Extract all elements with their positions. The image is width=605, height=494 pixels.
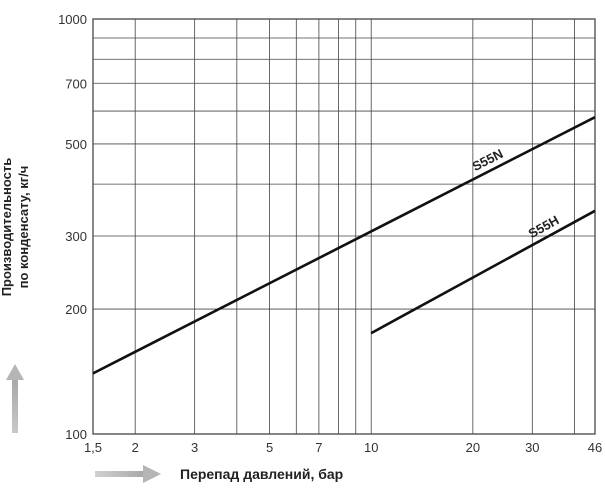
x-tick-label: 3: [191, 440, 198, 455]
series-line-s55h: [370, 209, 596, 335]
x-tick-labels: 1,5 2 3 5 7 10 20 30 46: [84, 440, 602, 455]
x-tick-label: 1,5: [84, 440, 102, 455]
y-tick-label: 1000: [58, 12, 87, 27]
y-tick-labels: 100 200 300 500 700 1000: [58, 12, 87, 442]
series-label-s55n: S55N: [470, 146, 506, 174]
y-axis-label: Производительность по конденсату, кг/ч: [0, 77, 32, 377]
y-axis-arrow-icon: [6, 364, 24, 433]
x-tick-label: 30: [525, 440, 539, 455]
x-gridlines: [92, 19, 596, 434]
x-tick-label: 2: [132, 440, 139, 455]
plot-frame: [92, 18, 596, 435]
x-tick-label: 10: [364, 440, 378, 455]
x-axis-arrow-icon: [95, 465, 161, 483]
series-line-s55n: [92, 116, 596, 375]
y-tick-label: 700: [65, 76, 87, 91]
y-tick-label: 500: [65, 137, 87, 152]
x-tick-label: 7: [315, 440, 322, 455]
x-tick-label: 20: [466, 440, 480, 455]
x-tick-label: 5: [266, 440, 273, 455]
series-labels: S55N S55H: [470, 146, 562, 241]
y-tick-label: 200: [65, 302, 87, 317]
y-tick-label: 100: [65, 427, 87, 442]
series-layer: [92, 116, 596, 375]
y-gridlines: [93, 18, 595, 435]
y-tick-label: 300: [65, 229, 87, 244]
x-axis-label: Перепад давлений, бар: [180, 466, 344, 482]
y-axis-label-line2: по конденсату, кг/ч: [16, 165, 31, 289]
series-label-s55h: S55H: [526, 212, 562, 241]
y-axis-label-line1: Производительность: [0, 157, 14, 297]
x-tick-label: 46: [588, 440, 602, 455]
